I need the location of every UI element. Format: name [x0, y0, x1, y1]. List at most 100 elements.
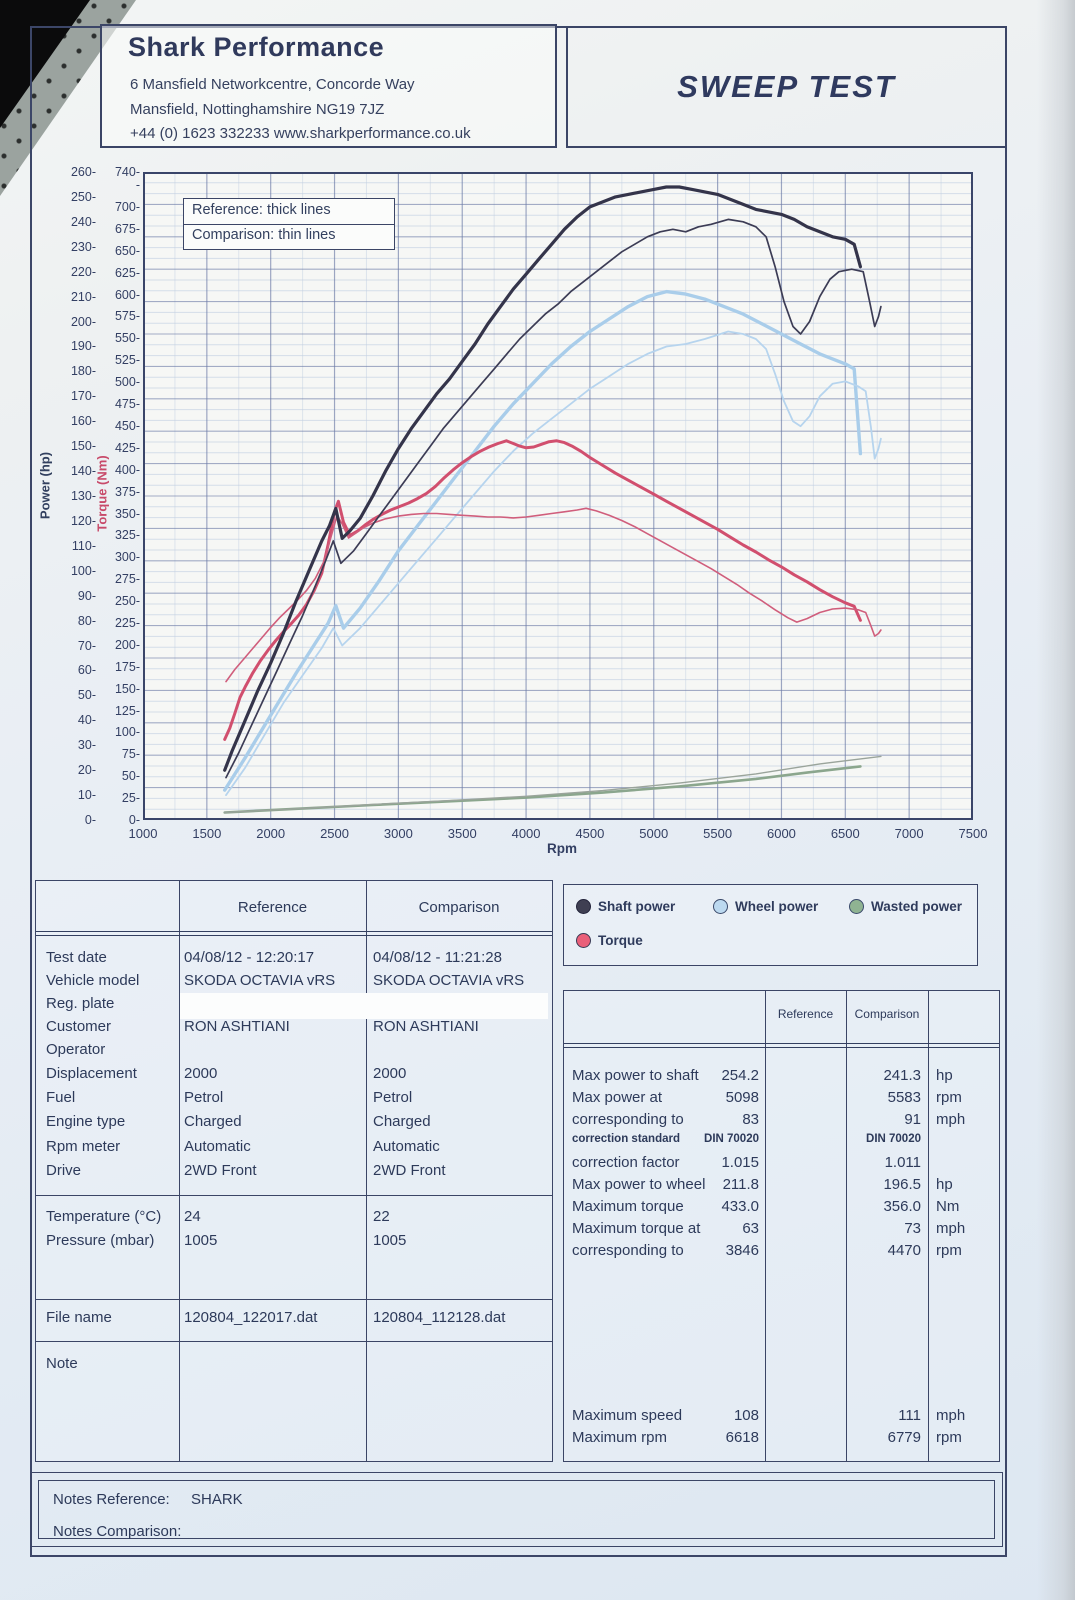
report-title-box: SWEEP TEST [566, 26, 1007, 148]
info-row-label: File name [46, 1309, 112, 1326]
stat-comparison-value: 241.3 [883, 1067, 921, 1084]
comparison-line-style-label: Comparison: thin lines [192, 227, 336, 243]
stat-reference-value: DIN 70020 [704, 1133, 759, 1145]
legend-item-shaft-power: Shaft power [576, 899, 675, 914]
scan-edge-shadow [1037, 0, 1075, 1600]
stat-comparison-value: 1.011 [884, 1154, 921, 1171]
reference-line-style-label: Reference: thick lines [192, 202, 331, 218]
column-divider [366, 881, 367, 1461]
info-row-reference-value: SKODA OCTAVIA vRS [184, 972, 336, 989]
series-wheel-power-comparison- [225, 330, 882, 796]
stat-reference-value: 108 [733, 1407, 759, 1424]
report-title: SWEEP TEST [677, 69, 896, 104]
stat-unit: Nm [936, 1198, 960, 1215]
stat-unit: mph [936, 1220, 966, 1237]
stat-comparison-value: 196.5 [883, 1176, 921, 1193]
series-wasted-power-reference- [223, 765, 862, 814]
info-row-reference-value: 120804_122017.dat [184, 1309, 318, 1326]
stat-reference-value: 6618 [725, 1429, 759, 1446]
series-wasted-power-comparison- [223, 755, 882, 814]
stat-row-label: Max power to wheel [572, 1176, 706, 1193]
series-shaft-power-reference- [223, 185, 863, 772]
stat-unit: hp [936, 1176, 953, 1193]
company-address-line2: Mansfield, Nottinghamshire NG19 7JZ [130, 101, 385, 118]
line-style-legend: Reference: thick lines Comparison: thin … [183, 198, 395, 250]
info-row-reference-value: 2WD Front [184, 1162, 257, 1179]
power-axis-title: Power (hp) [37, 451, 53, 520]
stat-row-label: Maximum rpm [572, 1429, 668, 1446]
info-row-comparison-value: Petrol [373, 1089, 413, 1106]
legend-item-wheel-power: Wheel power [713, 899, 818, 914]
info-row-label: Pressure (mbar) [46, 1232, 155, 1249]
vehicle-info-table: Reference Comparison Test date 04/08/12 - 1… [35, 880, 553, 1462]
header-double-line [564, 1043, 999, 1048]
torque-icon [576, 933, 591, 948]
stats-header-reference: Reference [777, 1007, 834, 1021]
info-row-reference-value: 04/08/12 - 12:20:17 [184, 949, 315, 966]
info-row-comparison-value: 1005 [373, 1232, 407, 1249]
stat-unit: hp [936, 1067, 953, 1084]
results-stats-table: Reference Comparison Max power to shaft 254… [563, 990, 1000, 1462]
stat-reference-value: 83 [742, 1111, 759, 1128]
info-row-label: Drive [46, 1162, 82, 1179]
stat-row-label: correction factor [572, 1154, 680, 1171]
stat-unit: rpm [936, 1429, 962, 1446]
stat-row-label: correction standard [572, 1133, 680, 1145]
info-row-reference-value: RON ASHTIANI [184, 1018, 290, 1035]
info-row-label: Rpm meter [46, 1138, 121, 1155]
series-wheel-power-reference- [222, 289, 863, 792]
plot-frame [143, 172, 973, 820]
info-row-reference-value: 24 [184, 1208, 201, 1225]
column-divider [928, 991, 929, 1461]
stat-comparison-value: 356.0 [883, 1198, 921, 1215]
stat-comparison-value: 91 [904, 1111, 921, 1128]
column-divider [846, 991, 847, 1461]
stat-row-label: Maximum torque at [572, 1220, 701, 1237]
series-torque-comparison- [225, 507, 882, 683]
stat-unit: mph [936, 1111, 966, 1128]
legend-divider [184, 224, 394, 225]
notes-comparison-label: Notes Comparison: [53, 1523, 182, 1540]
info-row-reference-value: 1005 [184, 1232, 218, 1249]
legend-item-torque: Torque [576, 933, 643, 948]
stat-row-label: Maximum torque [572, 1198, 684, 1215]
stat-comparison-value: DIN 70020 [866, 1133, 921, 1145]
company-name: Shark Performance [128, 32, 385, 62]
stats-header-comparison: Comparison [854, 1007, 920, 1021]
wheel-power-icon [713, 899, 728, 914]
series-torque-reference- [223, 439, 862, 741]
section-divider [36, 1195, 552, 1196]
info-row-comparison-value: SKODA OCTAVIA vRS [373, 972, 525, 989]
info-row-comparison-value: RON ASHTIANI [373, 1018, 479, 1035]
info-row-label: Operator [46, 1041, 106, 1058]
header-double-line [36, 931, 552, 936]
legend-label: Wasted power [871, 899, 963, 914]
reg-plate-redaction [180, 993, 548, 1019]
stat-row-label: Max power at [572, 1089, 663, 1106]
stat-row-label: Maximum speed [572, 1407, 683, 1424]
series-shaft-power-comparison- [225, 218, 882, 779]
column-divider [179, 881, 180, 1461]
info-row-reference-value: Automatic [184, 1138, 251, 1155]
info-header-reference: Reference [237, 899, 308, 916]
stat-unit: rpm [936, 1242, 962, 1259]
stat-reference-value: 211.8 [722, 1176, 759, 1193]
stat-reference-value: 63 [742, 1220, 759, 1237]
legend-label: Shaft power [598, 899, 676, 914]
info-row-label: Vehicle model [46, 972, 140, 989]
legend-label: Wheel power [735, 899, 819, 914]
torque-axis-title: Torque (Nm) [94, 455, 110, 532]
stat-row-label: Max power to shaft [572, 1067, 699, 1084]
notes-box: Notes Reference: SHARK Notes Comparison: [31, 1472, 1003, 1547]
info-row-label: Temperature (°C) [46, 1208, 162, 1225]
info-row-comparison-value: 04/08/12 - 11:21:28 [373, 949, 502, 966]
info-row-label: Customer [46, 1018, 112, 1035]
notes-reference-value: SHARK [191, 1491, 243, 1508]
info-row-comparison-value: 2WD Front [373, 1162, 446, 1179]
info-row-label: Test date [46, 949, 107, 966]
info-row-label: Displacement [46, 1065, 137, 1082]
stat-reference-value: 254.2 [721, 1067, 759, 1084]
chart-svg [142, 171, 974, 821]
info-row-reference-value: Petrol [184, 1089, 224, 1106]
